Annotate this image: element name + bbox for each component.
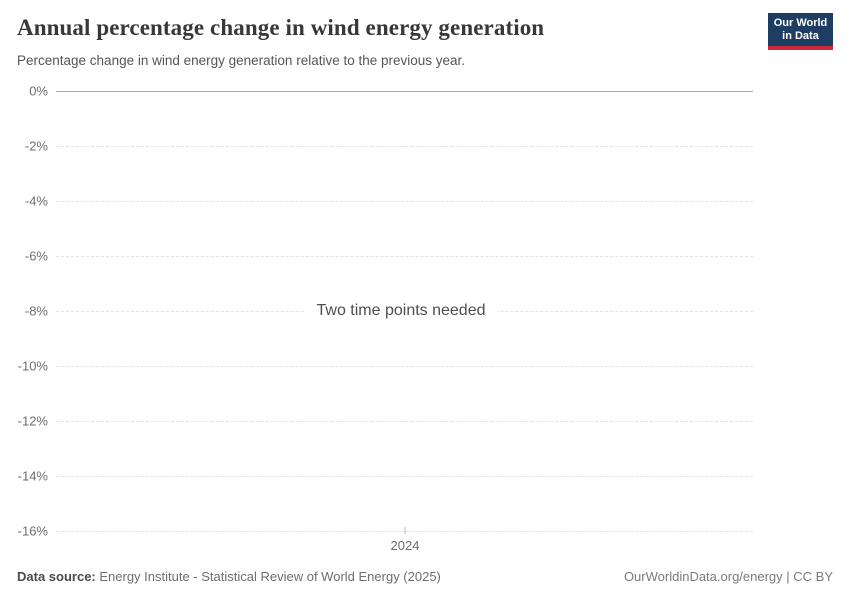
zero-gridline — [56, 91, 753, 92]
gridline — [56, 201, 753, 202]
y-axis-tick-label: -10% — [17, 358, 48, 374]
y-axis-tick-label: -12% — [17, 413, 48, 429]
gridline — [56, 256, 753, 257]
owid-logo[interactable]: Our World in Data — [768, 13, 833, 50]
y-axis-tick-label: -8% — [24, 303, 48, 319]
data-source-label: Data source: — [17, 569, 96, 584]
owid-logo-line2: in Data — [782, 30, 819, 42]
y-axis-tick-label: -16% — [17, 523, 48, 539]
x-axis-tick-mark — [404, 527, 406, 534]
page-title: Annual percentage change in wind energy … — [17, 15, 545, 40]
data-source: Data source: Energy Institute - Statisti… — [17, 569, 441, 584]
y-axis-tick-label: 0% — [29, 83, 48, 99]
gridline — [56, 366, 753, 367]
gridline — [56, 476, 753, 477]
owid-logo-line1: Our World — [773, 17, 828, 29]
y-axis-tick-label: -6% — [24, 248, 48, 264]
empty-state-message: Two time points needed — [304, 300, 498, 322]
chart-subtitle: Percentage change in wind energy generat… — [17, 53, 466, 68]
chart-footer: Data source: Energy Institute - Statisti… — [17, 569, 833, 584]
attribution-link[interactable]: OurWorldinData.org/energy | CC BY — [623, 569, 833, 584]
y-axis-tick-label: -4% — [24, 193, 48, 209]
gridline — [56, 421, 753, 422]
y-axis-tick-label: -14% — [17, 468, 48, 484]
gridline — [56, 146, 753, 147]
y-axis-tick-label: -2% — [24, 138, 48, 154]
data-source-value: Energy Institute - Statistical Review of… — [95, 569, 441, 584]
x-axis-tick-label: 2024 — [390, 538, 420, 553]
